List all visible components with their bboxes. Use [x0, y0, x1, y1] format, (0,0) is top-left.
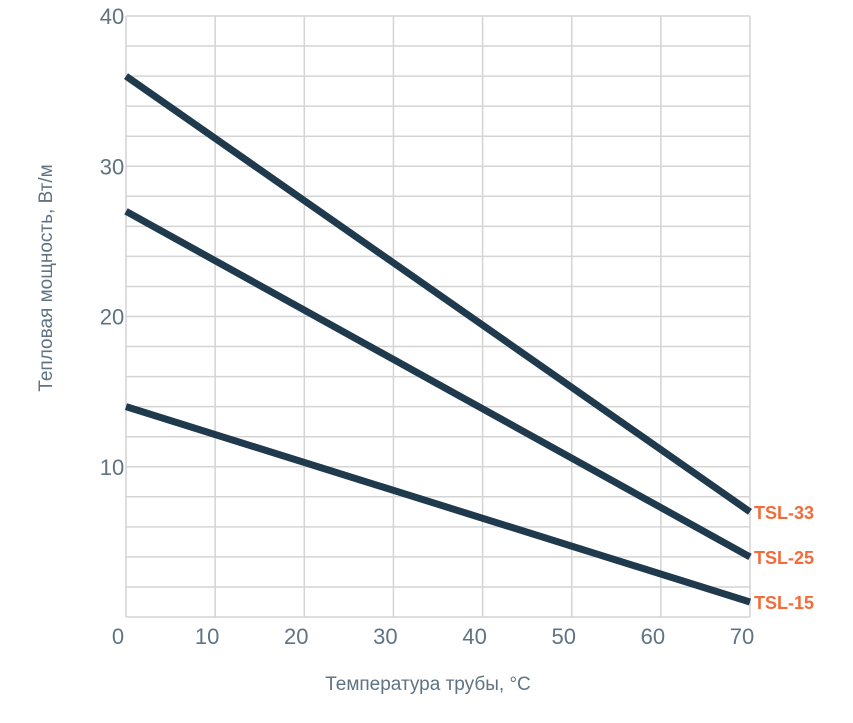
series-labels: TSL-33 TSL-25 TSL-15 [754, 503, 814, 613]
x-axis-title: Температура трубы, °C [325, 674, 531, 695]
series-label-tsl-33: TSL-33 [754, 503, 814, 523]
y-tick-label: 10 [100, 455, 124, 480]
series-line-tsl-33 [123, 73, 753, 515]
y-tick-label: 20 [100, 305, 124, 330]
x-tick-label: 0 [112, 624, 124, 649]
y-axis-title: Тепловая мощность, Вт/м [36, 164, 57, 391]
series-label-tsl-15: TSL-15 [754, 593, 814, 613]
y-tick-label: 40 [100, 4, 124, 29]
series-lines [123, 73, 753, 606]
x-tick-label: 50 [551, 624, 575, 649]
x-tick-label: 30 [373, 624, 397, 649]
x-tick-label: 70 [730, 624, 754, 649]
x-tick-label: 40 [462, 624, 486, 649]
series-line-tsl-15 [124, 403, 752, 606]
x-tick-label: 60 [641, 624, 665, 649]
series-label-tsl-25: TSL-25 [754, 548, 814, 568]
x-tick-label: 20 [284, 624, 308, 649]
grid [125, 15, 751, 618]
x-tick-label: 10 [195, 624, 219, 649]
series-line-tsl-25 [124, 208, 752, 560]
tick-labels: 0 10 20 30 40 50 60 70 10 20 30 40 [100, 4, 754, 649]
y-tick-label: 30 [100, 154, 124, 179]
